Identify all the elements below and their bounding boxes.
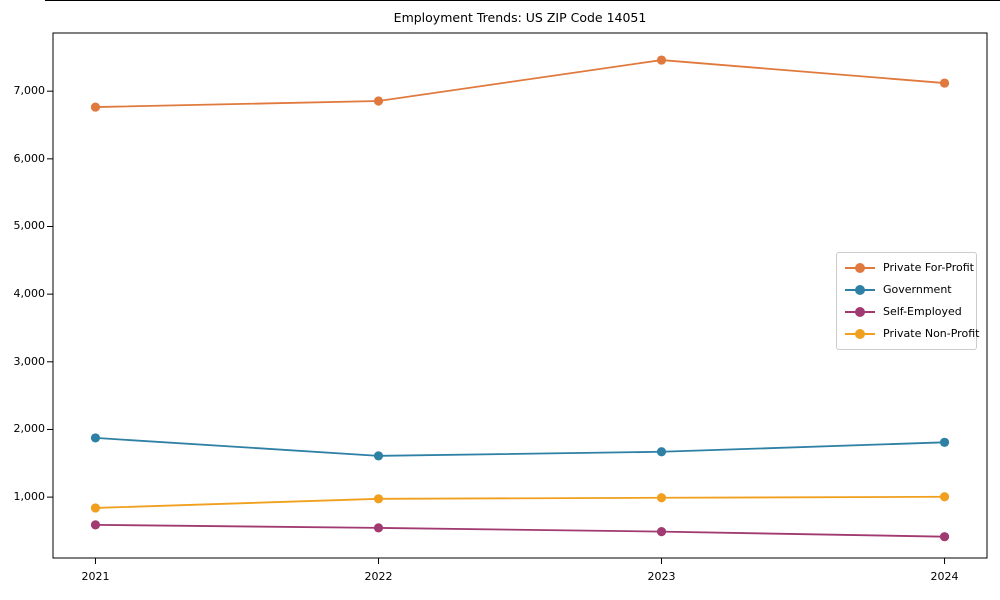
legend: Private For-Profit Government Self-Employe… <box>836 252 979 350</box>
y-tick-label: 2,000 <box>13 422 46 436</box>
plot-frame <box>52 32 988 559</box>
legend-label: Private Non-Profit <box>883 327 980 340</box>
x-tick-label: 2023 <box>647 570 676 583</box>
chart-title: Employment Trends: US ZIP Code 14051 <box>393 10 647 25</box>
series-line-private-for-profit <box>95 59 945 108</box>
data-point-private-non-profit <box>656 493 667 503</box>
x-tick-label: 2022 <box>364 570 393 583</box>
x-tick-label: 2021 <box>81 570 110 583</box>
window-top-edge-line <box>45 0 1000 1</box>
data-point-government <box>90 433 101 443</box>
series-line-self-employed <box>95 523 945 538</box>
legend-item-private-non-profit: Private Non-Profit <box>845 323 979 345</box>
y-tick-label: 1,000 <box>13 490 46 504</box>
data-point-private-non-profit <box>373 494 384 504</box>
data-point-self-employed <box>373 523 384 533</box>
y-tick-label: 5,000 <box>13 219 46 233</box>
y-tick-label: 4,000 <box>13 287 46 301</box>
data-point-private-for-profit <box>656 55 667 65</box>
legend-line-marker-icon <box>845 285 875 295</box>
y-tick-label: 3,000 <box>13 354 46 368</box>
data-point-government <box>939 437 950 447</box>
data-point-self-employed <box>90 520 101 530</box>
legend-line-marker-icon <box>845 263 875 273</box>
data-point-government <box>373 451 384 461</box>
x-tick-label: 2024 <box>930 570 959 583</box>
data-point-private-for-profit <box>939 78 950 88</box>
data-point-private-non-profit <box>939 492 950 502</box>
legend-label: Government <box>883 283 952 296</box>
data-point-private-for-profit <box>90 102 101 112</box>
data-point-self-employed <box>656 527 667 537</box>
data-point-private-for-profit <box>373 96 384 106</box>
data-point-self-employed <box>939 532 950 542</box>
series-line-private-non-profit <box>95 495 945 509</box>
legend-label: Self-Employed <box>883 305 962 318</box>
legend-line-marker-icon <box>845 329 875 339</box>
data-point-government <box>656 447 667 457</box>
legend-line-marker-icon <box>845 307 875 317</box>
legend-item-private-for-profit: Private For-Profit <box>845 257 974 279</box>
legend-item-government: Government <box>845 279 968 301</box>
legend-label: Private For-Profit <box>883 261 974 274</box>
series-line-government <box>95 437 945 457</box>
y-tick-label: 7,000 <box>13 84 46 98</box>
legend-item-self-employed: Self-Employed <box>845 301 968 323</box>
data-point-private-non-profit <box>90 503 101 513</box>
y-tick-label: 6,000 <box>13 151 46 165</box>
